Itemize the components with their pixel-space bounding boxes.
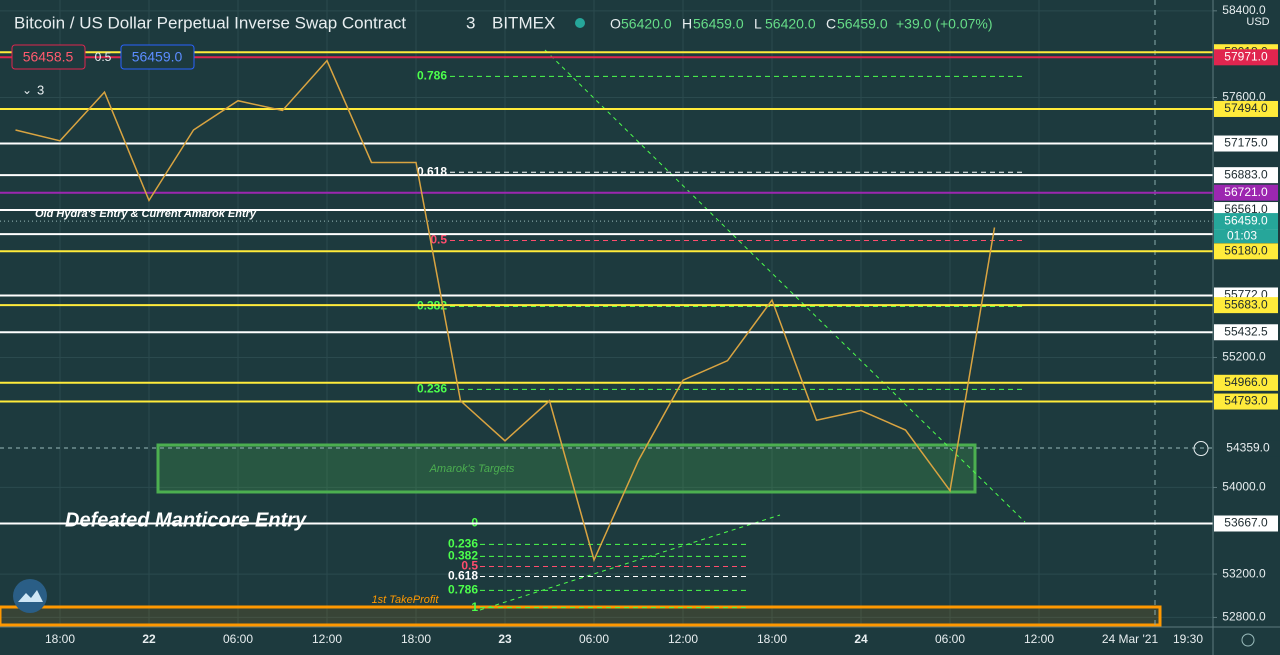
ohlc-tag: L	[754, 16, 762, 32]
level-label: 57971.0	[1224, 49, 1268, 63]
x-tick-label: 18:00	[757, 632, 787, 646]
level-label: 57494.0	[1224, 101, 1268, 115]
x-tick-label: 12:00	[1024, 632, 1054, 646]
time-label: 19:30	[1173, 632, 1203, 646]
level-label: 54966.0	[1224, 375, 1268, 389]
x-tick-label: 06:00	[223, 632, 253, 646]
ohlc-value: 56459.0	[837, 16, 888, 32]
countdown: 01:03	[1227, 228, 1257, 242]
level-label: 56180.0	[1224, 243, 1268, 257]
level-label-box	[1214, 167, 1278, 184]
annotation: Old Hydra's Entry & Current Amarok Entry	[35, 208, 257, 220]
date-label: 24 Mar '21	[1102, 632, 1159, 646]
x-tick-label: 12:00	[668, 632, 698, 646]
level-label: 56561.0	[1224, 202, 1268, 216]
fib-label: 0.5	[430, 233, 447, 247]
level-label-box	[1214, 297, 1278, 314]
level-label-box	[1214, 393, 1278, 410]
y-tick-label: 57600.0	[1222, 90, 1266, 104]
level-label-box	[1214, 100, 1278, 117]
sell-box[interactable]	[11, 44, 86, 70]
fib-label: 1	[471, 600, 478, 614]
change: +39.0 (+0.07%)	[896, 16, 993, 32]
level-label: 56721.0	[1224, 185, 1268, 199]
fib-label: 0.236	[448, 537, 478, 551]
level-label-box	[1214, 243, 1278, 260]
fib-label: 0.786	[417, 69, 447, 83]
level-label: 55683.0	[1224, 297, 1268, 311]
spread: 0.5	[95, 50, 112, 64]
level-label: 55432.5	[1224, 324, 1268, 338]
x-tick-label: 12:00	[312, 632, 342, 646]
grid	[0, 0, 1213, 625]
level-label-box	[1214, 49, 1278, 66]
x-tick-label: 06:00	[579, 632, 609, 646]
logo-icon	[18, 590, 43, 602]
ohlc-value: 56459.0	[693, 16, 744, 32]
bid: 56458.5	[23, 49, 74, 65]
level-label: 57175.0	[1224, 136, 1268, 150]
ohlc-tag: C	[826, 16, 836, 32]
annotation: Amarok's Targets	[429, 463, 515, 475]
trend-line	[544, 49, 1026, 523]
ohlc-value: 56420.0	[765, 16, 816, 32]
takeprofit-box	[0, 605, 1162, 627]
y-tick-label: 58400.0	[1222, 3, 1266, 17]
ohlc-tag: H	[682, 16, 692, 32]
ohlc: O 56420.0 H 56459.0 L 56420.0 C 56459.0	[610, 16, 888, 32]
settings-icon[interactable]	[1241, 633, 1255, 647]
fib-label: 0.382	[448, 549, 478, 563]
y-tick-label: 52800.0	[1222, 610, 1266, 624]
crosshair-label: 54359.0	[1226, 441, 1270, 455]
axis-labels: 58400.0 57600.0 55200.0 54000.0 53200.0 52800…	[45, 3, 1280, 646]
annotation: 1st TakeProfit	[372, 594, 440, 606]
interval: 3	[466, 13, 475, 32]
fib-label: 0.618	[417, 164, 447, 178]
fib-label: 0.786	[448, 583, 478, 597]
indicator-toggle[interactable]: ⌄	[22, 83, 32, 97]
x-tick-label: 06:00	[935, 632, 965, 646]
symbol-title: Bitcoin / US Dollar Perpetual Inverse Sw…	[14, 13, 406, 32]
x-tick-label: 24	[854, 632, 868, 646]
current-price-label-box	[1214, 213, 1278, 230]
x-tick-label: 23	[498, 632, 512, 646]
x-tick-label: 18:00	[45, 632, 75, 646]
fib-label: 0.618	[448, 569, 478, 583]
indicator-count[interactable]: 3	[37, 82, 44, 97]
fib-label: 0.236	[417, 382, 447, 396]
y-tick-label: 54000.0	[1222, 480, 1266, 494]
crosshair-add	[1193, 441, 1209, 457]
level-label: 53667.0	[1224, 516, 1268, 530]
x-tick-label: 18:00	[401, 632, 431, 646]
level-label-box	[1214, 324, 1278, 341]
exchange: BITMEX	[492, 13, 555, 32]
logo[interactable]	[13, 579, 47, 613]
currency: USD	[1246, 16, 1269, 28]
price-line	[15, 59, 996, 563]
annotation: Defeated Manticore Entry	[65, 509, 307, 531]
crosshair-box	[1214, 440, 1280, 457]
level-label: 54793.0	[1224, 394, 1268, 408]
y-tick-label: 55200.0	[1222, 350, 1266, 364]
level-label-box	[1214, 135, 1278, 152]
y-tick-label: 53200.0	[1222, 566, 1266, 580]
current-price-label: 56459.0	[1224, 213, 1268, 227]
ask: 56459.0	[132, 49, 183, 65]
level-label-box	[1214, 184, 1278, 201]
buy-box[interactable]	[120, 44, 195, 70]
level-label: 56883.0	[1224, 167, 1268, 181]
level-label-box	[1214, 515, 1278, 532]
ohlc-value: 56420.0	[621, 16, 672, 32]
x-tick-label: 22	[142, 632, 156, 646]
level-label-box	[1214, 374, 1278, 391]
fib-label: 0.5	[461, 559, 478, 573]
status-dot	[575, 18, 585, 28]
countdown-box	[1214, 229, 1278, 244]
plot: 0.7860.6180.50.3820.23600.2360.3820.50.6…	[0, 51, 1213, 614]
ohlc-tag: O	[610, 16, 621, 32]
targets-box	[156, 443, 977, 494]
